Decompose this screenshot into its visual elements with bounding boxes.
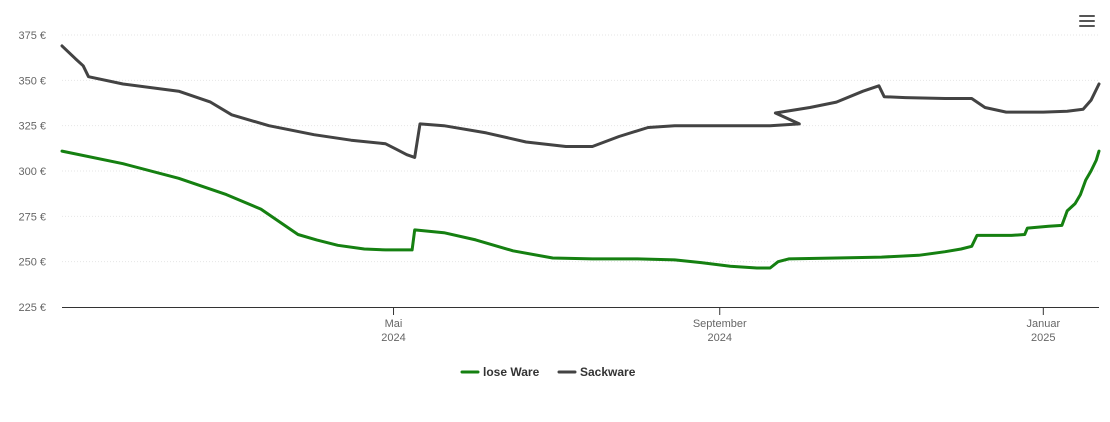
- legend-item-label[interactable]: Sackware: [580, 365, 636, 379]
- grid-lines: [62, 34, 1099, 263]
- x-axis: Mai 2024 September 2024 Januar 2025: [62, 307, 1099, 344]
- y-tick-label: 250 €: [18, 257, 46, 269]
- y-tick-label: 275 €: [18, 211, 46, 223]
- legend-item-label[interactable]: lose Ware: [483, 365, 540, 379]
- y-axis: 225 € 250 € 275 € 300 € 325 € 350 € 375 €: [18, 30, 46, 314]
- series-line-sackware: [60, 44, 1101, 159]
- hamburger-menu-icon[interactable]: [1077, 12, 1097, 32]
- series-line-lose-ware: [60, 149, 1101, 270]
- y-tick-label: 300 €: [18, 166, 46, 178]
- legend: lose Ware Sackware: [460, 365, 636, 379]
- x-tick-label: Mai: [385, 318, 403, 330]
- x-tick-year: 2024: [381, 332, 405, 344]
- x-tick-year: 2024: [707, 332, 731, 344]
- x-tick-label: Januar: [1026, 318, 1060, 330]
- y-tick-label: 325 €: [18, 121, 46, 133]
- y-tick-label: 225 €: [18, 302, 46, 314]
- series-lines: [60, 44, 1101, 270]
- x-tick-year: 2025: [1031, 332, 1055, 344]
- y-tick-label: 350 €: [18, 75, 46, 87]
- y-tick-label: 375 €: [18, 30, 46, 42]
- x-tick-label: September: [693, 318, 747, 330]
